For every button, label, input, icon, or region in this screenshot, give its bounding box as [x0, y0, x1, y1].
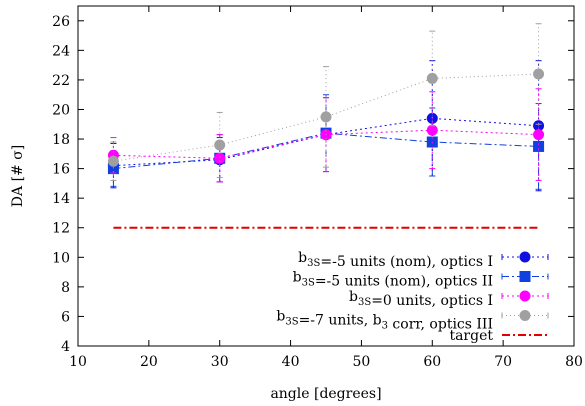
legend-entry: b3S=-5 units (nom), optics I — [298, 250, 549, 270]
legend-label: target — [449, 328, 493, 344]
x-tick-label: 70 — [494, 354, 512, 370]
x-axis-title: angle [degrees] — [270, 386, 381, 402]
legend-entry: b3S=-5 units (nom), optics II — [293, 270, 549, 290]
y-tick-label: 26 — [52, 14, 70, 30]
data-point — [533, 68, 545, 80]
y-tick-label: 16 — [52, 162, 70, 178]
data-point — [214, 152, 226, 164]
data-point — [533, 129, 545, 141]
legend-entry: b3S=0 units, optics I — [349, 289, 549, 309]
legend-label: b3S=-7 units, b3 corr, optics III — [276, 309, 493, 333]
legend-label: b3S=0 units, optics I — [349, 289, 493, 309]
x-tick-label: 20 — [140, 354, 158, 370]
axis-ticks: 10 20 30 40 50 60 70 80 4 6 8 10 12 14 16 18 20 22 24 26 — [52, 6, 583, 370]
data-point — [533, 140, 545, 152]
series-2 — [107, 94, 545, 190]
y-tick-label: 22 — [52, 73, 70, 89]
legend-entry: b3S=-7 units, b3 corr, optics III — [276, 309, 549, 333]
x-tick-label: 30 — [211, 354, 229, 370]
series-layer — [107, 23, 545, 229]
data-point — [107, 155, 119, 167]
legend-label: b3S=-5 units (nom), optics II — [293, 270, 493, 290]
y-tick-label: 18 — [52, 132, 70, 148]
data-point — [426, 72, 438, 84]
data-point — [320, 111, 332, 123]
y-tick-label: 4 — [61, 339, 70, 355]
plot-border — [77, 5, 575, 347]
legend-entry: target — [449, 328, 548, 344]
y-axis-title: DA [# σ] — [10, 145, 26, 207]
data-point — [107, 163, 119, 175]
legend-label: b3S=-5 units (nom), optics I — [298, 250, 493, 270]
x-tick-label: 10 — [69, 354, 87, 370]
y-tick-label: 14 — [52, 191, 70, 207]
y-tick-label: 12 — [52, 221, 70, 237]
legend-marker — [519, 290, 531, 302]
y-tick-label: 24 — [52, 43, 70, 59]
legend-marker — [519, 251, 531, 263]
plot-frame — [77, 5, 575, 347]
y-tick-label: 20 — [52, 102, 70, 118]
x-tick-label: 80 — [565, 354, 583, 370]
data-point — [214, 139, 226, 151]
y-tick-label: 6 — [61, 309, 70, 325]
y-tick-label: 8 — [61, 280, 70, 296]
y-tick-label: 10 — [52, 250, 70, 266]
x-tick-label: 50 — [353, 354, 371, 370]
legend-marker — [519, 310, 531, 321]
series-4 — [107, 23, 545, 181]
x-tick-label: 40 — [282, 354, 300, 370]
legend-marker — [519, 271, 531, 282]
data-point — [426, 124, 438, 136]
x-tick-label: 60 — [423, 354, 441, 370]
